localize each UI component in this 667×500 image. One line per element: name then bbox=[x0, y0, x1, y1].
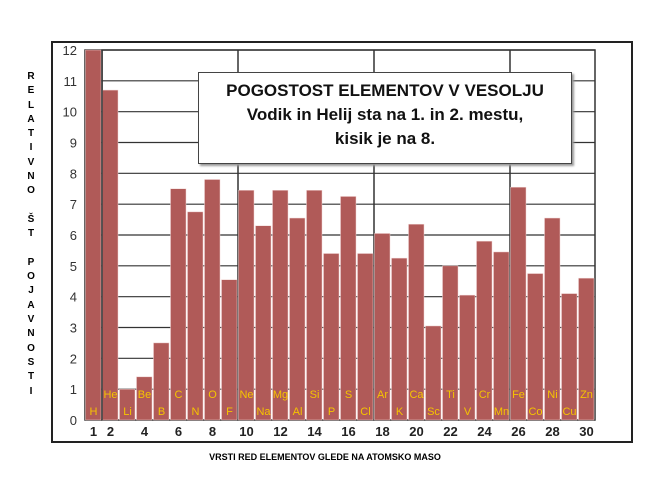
bar-f bbox=[221, 279, 238, 421]
element-label: Ca bbox=[409, 389, 424, 401]
x-tick-label: 16 bbox=[341, 424, 355, 439]
bar-ti bbox=[442, 265, 459, 421]
x-tick-label: 22 bbox=[443, 424, 457, 439]
bar-c bbox=[170, 188, 187, 421]
bar-fe bbox=[510, 186, 527, 421]
y-tick-label: 7 bbox=[70, 197, 77, 212]
y-tick-label: 0 bbox=[70, 413, 77, 428]
element-label: N bbox=[192, 406, 200, 418]
x-tick-label: 24 bbox=[477, 424, 492, 439]
element-label: B bbox=[158, 406, 165, 418]
x-tick-label: 2 bbox=[107, 424, 114, 439]
element-label: Sc bbox=[427, 406, 440, 418]
bar-be bbox=[136, 376, 153, 421]
bar-mg bbox=[272, 190, 289, 421]
element-label: C bbox=[175, 389, 183, 401]
y-tick-label: 3 bbox=[70, 321, 77, 336]
bar-cl bbox=[357, 253, 374, 421]
bar-p bbox=[323, 253, 340, 421]
y-tick-label: 10 bbox=[63, 105, 77, 120]
x-tick-label: 26 bbox=[511, 424, 525, 439]
element-label: Mg bbox=[273, 389, 288, 401]
element-label: Ni bbox=[547, 389, 557, 401]
x-tick-label: 20 bbox=[409, 424, 423, 439]
element-label: Si bbox=[310, 389, 320, 401]
bar-h bbox=[85, 49, 102, 421]
element-label: Mn bbox=[494, 406, 509, 418]
element-label: O bbox=[208, 389, 217, 401]
y-tick-label: 1 bbox=[70, 382, 77, 397]
bar-o bbox=[204, 179, 221, 421]
element-label: K bbox=[396, 406, 404, 418]
chart-subtitle-line2: kisik je na 8. bbox=[334, 129, 436, 148]
bar-s bbox=[340, 196, 357, 421]
y-tick-label: 8 bbox=[70, 166, 77, 181]
element-label: Ar bbox=[377, 389, 388, 401]
element-label: F bbox=[226, 406, 233, 418]
x-tick-label: 18 bbox=[375, 424, 389, 439]
x-tick-label: 1 bbox=[90, 424, 97, 439]
element-label: Fe bbox=[512, 389, 525, 401]
element-label: He bbox=[103, 389, 117, 401]
bar-cu bbox=[561, 293, 578, 421]
x-tick-label: 8 bbox=[209, 424, 216, 439]
bar-cr bbox=[476, 240, 493, 421]
element-label: Ti bbox=[446, 389, 455, 401]
bar-ne bbox=[238, 190, 255, 421]
x-tick-label: 28 bbox=[545, 424, 559, 439]
y-tick-label: 11 bbox=[64, 74, 78, 89]
element-label: P bbox=[328, 406, 335, 418]
bar-mn bbox=[493, 251, 510, 421]
bar-ni bbox=[544, 217, 561, 421]
element-label: Li bbox=[123, 406, 132, 418]
bar-na bbox=[255, 225, 272, 421]
x-tick-label: 10 bbox=[239, 424, 253, 439]
chart-title: POGOSTOST ELEMENTOV V VESOLJU bbox=[226, 81, 544, 100]
bar-si bbox=[306, 190, 323, 421]
chart-frame bbox=[51, 41, 633, 443]
y-tick-label: 4 bbox=[70, 290, 77, 305]
y-tick-label: 6 bbox=[70, 228, 77, 243]
element-label: Na bbox=[256, 406, 271, 418]
x-tick-label: 14 bbox=[307, 424, 322, 439]
bar-b bbox=[153, 342, 170, 421]
x-tick-label: 4 bbox=[141, 424, 149, 439]
y-axis-label: R E L A T I V N O Š T P O J A V N O S T … bbox=[27, 71, 35, 397]
x-tick-label: 12 bbox=[273, 424, 287, 439]
element-label: V bbox=[464, 406, 472, 418]
bar-ca bbox=[408, 223, 425, 421]
element-label: Zn bbox=[580, 389, 593, 401]
element-label: Ne bbox=[239, 389, 253, 401]
element-label: S bbox=[345, 389, 352, 401]
y-tick-label: 9 bbox=[70, 136, 77, 151]
element-label: Co bbox=[528, 406, 542, 418]
bar-co bbox=[527, 273, 544, 421]
y-tick-label: 2 bbox=[70, 351, 77, 366]
element-label: Cu bbox=[562, 406, 576, 418]
x-tick-label: 6 bbox=[175, 424, 182, 439]
chart-title-box: POGOSTOST ELEMENTOV V VESOLJU Vodik in H… bbox=[198, 72, 572, 164]
x-tick-label: 30 bbox=[579, 424, 593, 439]
bar-he bbox=[102, 89, 119, 421]
chart-subtitle-line1: Vodik in Helij sta na 1. in 2. mestu, bbox=[246, 105, 524, 124]
x-axis-label: VRSTI RED ELEMENTOV GLEDE NA ATOMSKO MAS… bbox=[209, 452, 441, 462]
element-label: Be bbox=[138, 389, 151, 401]
bar-al bbox=[289, 217, 306, 421]
element-label: Cl bbox=[360, 406, 370, 418]
element-label: H bbox=[90, 406, 98, 418]
bar-zn bbox=[578, 277, 595, 421]
y-tick-label: 5 bbox=[70, 259, 77, 274]
bar-k bbox=[391, 257, 408, 421]
bar-li bbox=[119, 388, 136, 421]
bar-n bbox=[187, 211, 204, 421]
bar-sc bbox=[425, 325, 442, 421]
bar-ar bbox=[374, 233, 391, 421]
element-label: Al bbox=[293, 406, 303, 418]
element-label: Cr bbox=[479, 389, 491, 401]
y-tick-label: 12 bbox=[63, 43, 77, 58]
bar-v bbox=[459, 294, 476, 421]
